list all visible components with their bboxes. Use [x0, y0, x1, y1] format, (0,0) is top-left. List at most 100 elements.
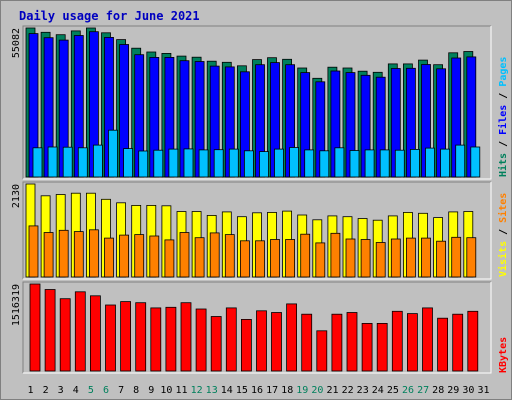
bar-kbytes-day-27 — [422, 307, 433, 372]
y-axis-max-label-requests: 55082 — [11, 28, 22, 58]
x-tick-label-24: 24 — [372, 385, 384, 396]
bar-sites-day-23 — [360, 239, 371, 278]
bar-pages-day-23 — [364, 149, 375, 178]
bar-sites-day-6 — [104, 237, 114, 278]
x-tick-label-30: 30 — [462, 385, 474, 396]
bar-sites-day-3 — [58, 229, 69, 278]
legend-sep: / — [498, 223, 509, 241]
legend-kbytes: KBytes — [498, 337, 509, 373]
y-axis-max-label-kbytes: 1516319 — [11, 284, 22, 326]
panel-visits-area-highlight — [23, 182, 492, 280]
x-tick-label-27: 27 — [417, 385, 429, 396]
x-tick-label-7: 7 — [118, 385, 124, 396]
bar-pages-day-6 — [108, 129, 118, 178]
x-tick-label-15: 15 — [236, 385, 248, 396]
bar-sites-day-10 — [164, 239, 175, 278]
bar-kbytes-day-14 — [225, 307, 237, 372]
bar-kbytes-day-19 — [301, 313, 313, 372]
bar-sites-day-25 — [390, 238, 401, 278]
bar-pages-day-4 — [77, 147, 88, 178]
bar-pages-day-8 — [138, 150, 149, 178]
bar-sites-day-20 — [315, 242, 326, 278]
bar-pages-day-11 — [183, 148, 194, 178]
bar-sites-day-21 — [330, 232, 341, 278]
bar-sites-day-15 — [239, 240, 250, 278]
bar-kbytes-day-30 — [467, 310, 479, 372]
x-tick-label-21: 21 — [326, 385, 338, 396]
x-tick-label-13: 13 — [206, 385, 218, 396]
bar-sites-day-9 — [149, 235, 160, 278]
x-tick-label-5: 5 — [88, 385, 94, 396]
bar-pages-day-20 — [319, 150, 330, 178]
x-tick-label-23: 23 — [357, 385, 369, 396]
panel-requests-area-highlight — [23, 26, 492, 180]
x-tick-label-20: 20 — [311, 385, 323, 396]
bar-kbytes-day-3 — [59, 298, 71, 372]
bar-pages-day-29 — [455, 144, 466, 178]
bar-pages-day-9 — [153, 149, 164, 178]
bar-sites-day-8 — [134, 234, 145, 278]
bar-sites-day-24 — [375, 242, 386, 278]
x-tick-label-29: 29 — [447, 385, 459, 396]
bar-sites-day-5 — [89, 229, 99, 278]
bar-kbytes-day-2 — [44, 289, 56, 372]
bar-pages-day-27 — [425, 147, 435, 178]
legend-requests: Hits / Files / Pages — [497, 57, 509, 177]
chart-legends: Hits / Files / Pages Visits / Sites KBytes — [497, 57, 509, 373]
bar-pages-day-28 — [440, 148, 451, 178]
x-tick-label-31: 31 — [477, 385, 489, 396]
x-tick-label-12: 12 — [191, 385, 203, 396]
panel-kbytes: 1516319 — [11, 281, 492, 374]
x-tick-label-28: 28 — [432, 385, 444, 396]
bar-kbytes-day-17 — [271, 312, 282, 372]
bar-sites-day-18 — [285, 239, 296, 278]
bar-pages-day-3 — [62, 146, 73, 178]
x-tick-label-9: 9 — [148, 385, 154, 396]
y-axis-max-label-visits: 2130 — [11, 184, 22, 208]
bar-kbytes-day-25 — [391, 310, 403, 372]
series-kbytes — [29, 283, 479, 372]
bar-sites-day-27 — [421, 237, 431, 278]
bar-kbytes-day-8 — [135, 302, 147, 372]
bar-kbytes-day-12 — [195, 308, 207, 372]
legend-files: Files — [497, 105, 509, 135]
bar-kbytes-day-7 — [120, 301, 131, 372]
x-tick-label-8: 8 — [133, 385, 139, 396]
legend-kbytes: KBytes — [498, 337, 509, 373]
bar-sites-day-29 — [451, 236, 462, 278]
x-tick-label-2: 2 — [43, 385, 49, 396]
bar-pages-day-21 — [334, 147, 345, 178]
x-tick-label-26: 26 — [402, 385, 414, 396]
bar-sites-day-14 — [224, 234, 235, 278]
bar-kbytes-day-24 — [376, 322, 388, 372]
bar-pages-day-17 — [274, 148, 284, 178]
chart-panels: 55082 2130 1516319 — [11, 25, 492, 374]
bar-sites-day-13 — [209, 232, 220, 278]
bar-kbytes-day-13 — [210, 316, 222, 372]
bar-kbytes-day-28 — [437, 317, 449, 372]
bar-kbytes-day-6 — [105, 304, 116, 372]
series-sites — [28, 225, 477, 278]
x-tick-label-16: 16 — [251, 385, 263, 396]
x-tick-label-10: 10 — [160, 385, 172, 396]
bar-pages-day-22 — [349, 150, 360, 178]
bar-kbytes-day-4 — [74, 291, 86, 372]
chart-title: Daily usage for June 2021 — [19, 9, 200, 23]
x-tick-label-17: 17 — [266, 385, 278, 396]
legend-sep: / — [498, 135, 509, 153]
bar-kbytes-day-16 — [256, 310, 267, 372]
bar-sites-day-19 — [300, 233, 311, 278]
bar-sites-day-28 — [436, 240, 447, 278]
bar-pages-day-1 — [32, 147, 43, 178]
legend-visits: Visits — [497, 241, 509, 277]
panel-requests: 55082 — [11, 25, 492, 180]
x-tick-label-22: 22 — [342, 385, 354, 396]
bar-kbytes-day-10 — [165, 306, 177, 372]
bar-kbytes-day-1 — [29, 283, 41, 372]
bar-kbytes-day-22 — [346, 312, 358, 372]
bar-pages-day-14 — [228, 148, 239, 178]
panel-visits: 2130 — [11, 181, 492, 280]
bar-kbytes-day-11 — [180, 302, 192, 372]
